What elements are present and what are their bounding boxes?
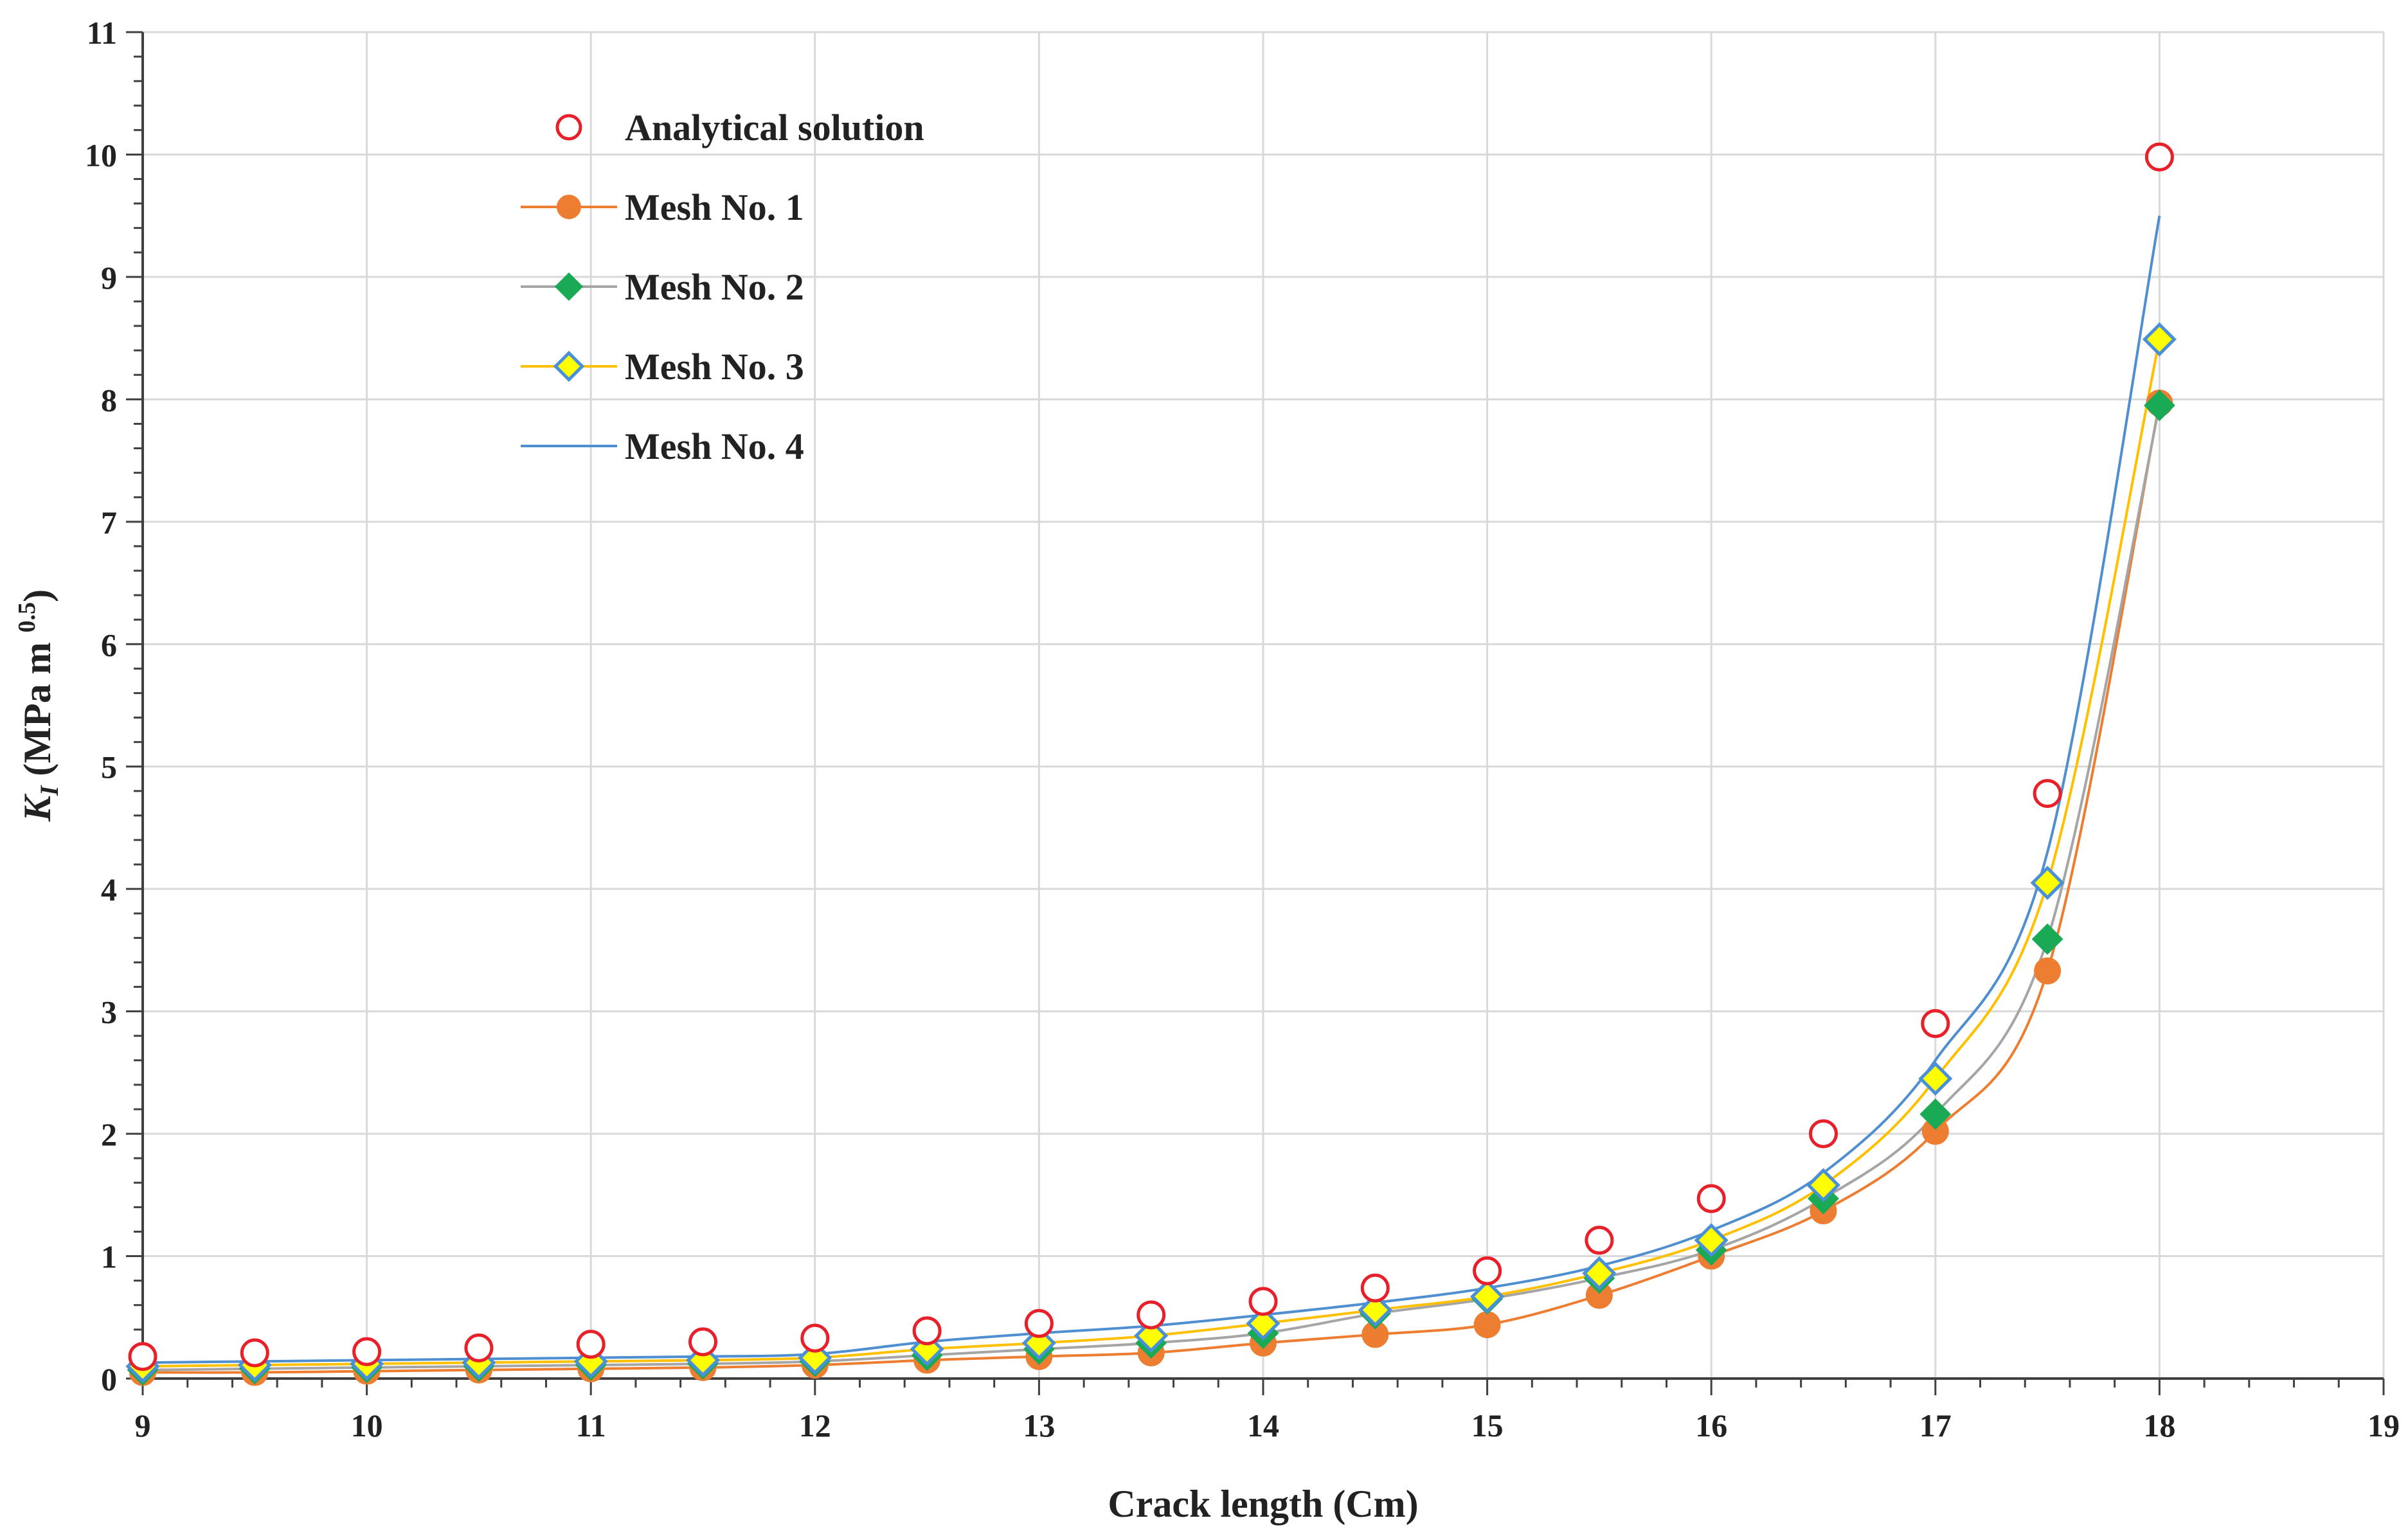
y-tick-label: 0 <box>101 1361 117 1397</box>
analytical-solution-point <box>1809 1119 1838 1148</box>
analytical-solution-point <box>576 1330 606 1359</box>
analytical-solution-point <box>2144 142 2174 172</box>
x-tick-label: 10 <box>351 1407 383 1443</box>
mesh-no-3-point <box>1582 1256 1617 1290</box>
mesh-no-1-point <box>1473 1311 1501 1339</box>
mesh-no-1-point <box>2034 957 2062 985</box>
y-axis-label-close: ) <box>16 589 58 602</box>
x-tick-label: 16 <box>1695 1407 1727 1443</box>
legend-swatch-marker <box>555 114 582 141</box>
analytical-solution-point <box>1585 1226 1614 1255</box>
legend-label: Mesh No. 3 <box>625 346 804 388</box>
legend-item-mesh-no-1: Mesh No. 1 <box>521 186 804 228</box>
y-tick-label: 7 <box>101 505 117 540</box>
x-tick-label: 19 <box>2368 1407 2400 1443</box>
legend-label: Analytical solution <box>625 107 924 148</box>
y-tick-label: 6 <box>101 627 117 663</box>
y-tick-label: 9 <box>101 260 117 296</box>
analytical-solution-point <box>1696 1184 1726 1213</box>
x-tick-label: 14 <box>1247 1407 1279 1443</box>
legend-swatch-marker <box>557 195 581 219</box>
y-axis-label-exponent: 0.5 <box>13 602 40 633</box>
y-tick-label: 8 <box>101 382 117 418</box>
analytical-solution-point <box>2033 779 2062 808</box>
analytical-solution-point <box>240 1338 269 1368</box>
mesh-no-3-point <box>2030 866 2065 900</box>
analytical-solution-point <box>800 1323 830 1353</box>
analytical-solution-point <box>128 1342 157 1371</box>
legend-swatch-marker <box>553 350 585 382</box>
x-tick-label: 9 <box>135 1407 151 1443</box>
analytical-solution-point <box>1921 1009 1950 1039</box>
analytical-solution-point <box>1137 1300 1166 1330</box>
mesh-no-4-line <box>142 215 2161 1364</box>
y-tick-label: 5 <box>101 749 117 785</box>
mesh-no-2-point <box>2031 923 2063 955</box>
mesh-no-3-point <box>2142 322 2177 357</box>
analytical-solution-point <box>352 1337 382 1366</box>
mesh-no-3-point <box>1134 1318 1169 1353</box>
legend-item-analytical-solution: Analytical solution <box>555 107 924 148</box>
y-tick-label: 10 <box>85 137 117 173</box>
y-tick-label: 2 <box>101 1116 117 1152</box>
analytical-solution-point <box>1024 1308 1054 1338</box>
mesh-no-3-point <box>1358 1292 1392 1327</box>
x-tick-label: 15 <box>1471 1407 1504 1443</box>
analytical-solution-point <box>1248 1287 1278 1316</box>
y-axis-label: KI (MPa m 0.5) <box>13 589 64 822</box>
mesh-no-3-point <box>1918 1061 1953 1096</box>
y-tick-label: 3 <box>101 994 117 1030</box>
gridlines <box>143 31 2385 1379</box>
legend-label: Mesh No. 2 <box>625 266 804 308</box>
analytical-solution-point <box>1360 1273 1390 1303</box>
x-tick-label: 11 <box>576 1407 606 1443</box>
analytical-solution-point <box>464 1333 494 1362</box>
x-tick-label: 17 <box>1919 1407 1952 1443</box>
analytical-solution-point <box>912 1316 942 1346</box>
legend-item-mesh-no-3: Mesh No. 3 <box>521 346 804 388</box>
legend-item-mesh-no-2: Mesh No. 2 <box>521 266 804 308</box>
mesh-no-2-point <box>1919 1098 1952 1130</box>
y-tick-label: 4 <box>101 871 117 907</box>
analytical-solution-point <box>1473 1256 1502 1285</box>
legend: Analytical solution Mesh No. 1 Mesh No. 2 M… <box>521 107 924 467</box>
plot-area <box>125 142 2177 1386</box>
legend-label: Mesh No. 4 <box>625 425 804 467</box>
x-tick-label: 12 <box>799 1407 831 1443</box>
x-tick-label: 13 <box>1023 1407 1055 1443</box>
mesh-no-2-point <box>2143 389 2175 422</box>
legend-label: Mesh No. 1 <box>625 186 804 228</box>
mesh-no-3-point <box>1246 1306 1280 1341</box>
legend-swatch-marker <box>554 272 584 301</box>
mesh-no-3-point <box>1694 1223 1729 1258</box>
x-tick-labels: 9 10 11 12 13 14 15 16 17 18 19 <box>135 1407 2400 1443</box>
mesh-no-3-point <box>1806 1168 1841 1202</box>
x-tick-label: 18 <box>2143 1407 2175 1443</box>
x-axis-label: Crack length (Cm) <box>1108 1483 1418 1525</box>
y-axis-label-symbol: K <box>16 793 58 822</box>
analytical-solution-point <box>688 1327 717 1357</box>
mesh-no-3-point <box>1470 1279 1505 1314</box>
y-axis-label-subscript: I <box>35 785 64 796</box>
y-tick-labels: 0 1 2 3 4 5 6 7 8 9 10 11 <box>85 15 117 1397</box>
y-tick-label: 11 <box>87 15 117 51</box>
y-tick-label: 1 <box>101 1239 117 1275</box>
legend-item-mesh-no-4: Mesh No. 4 <box>521 425 804 467</box>
y-axis-label-unit: (MPa m <box>16 632 58 785</box>
